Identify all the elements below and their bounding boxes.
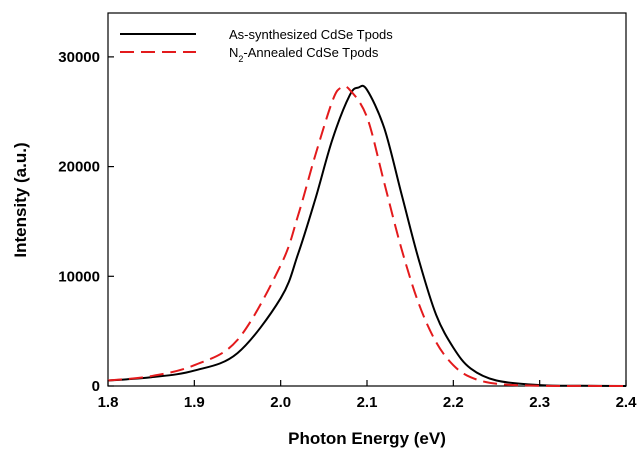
- series-line-0: [107, 84, 627, 387]
- x-tick-label: 2.0: [270, 394, 291, 411]
- legend-label-1: N2-Annealed CdSe Tpods: [229, 45, 379, 64]
- x-tick-label: 2.3: [529, 394, 550, 411]
- x-axis-ticks: 1.8 1.9 2.0 2.1 2.2 2.3 2.4: [98, 380, 638, 411]
- y-tick-label: 30000: [58, 49, 100, 66]
- legend-label-part: As-synthesized CdSe Tpods: [229, 27, 393, 42]
- x-axis-title: Photon Energy (eV): [288, 429, 446, 448]
- x-tick-label: 2.4: [616, 394, 638, 411]
- y-tick-label: 0: [92, 378, 100, 395]
- series-line-1: [107, 85, 627, 387]
- legend-label-part: 2: [238, 54, 243, 64]
- x-tick-label: 1.9: [184, 394, 205, 411]
- x-tick-label: 2.1: [357, 394, 378, 411]
- series-layer: [107, 84, 627, 387]
- x-tick-label: 2.2: [443, 394, 464, 411]
- legend-label-part: -Annealed CdSe Tpods: [243, 45, 378, 60]
- x-tick-label: 1.8: [98, 394, 119, 411]
- y-axis-ticks: 0 10000 20000 30000: [58, 49, 114, 395]
- y-axis-title: Intensity (a.u.): [11, 142, 30, 257]
- y-tick-label: 10000: [58, 268, 100, 285]
- y-tick-label: 20000: [58, 159, 100, 176]
- plot-frame: [107, 12, 627, 387]
- legend: As-synthesized CdSe Tpods N2-Annealed CdS…: [120, 27, 393, 64]
- legend-label-0: As-synthesized CdSe Tpods: [229, 27, 393, 42]
- legend-label-part: N: [229, 45, 238, 60]
